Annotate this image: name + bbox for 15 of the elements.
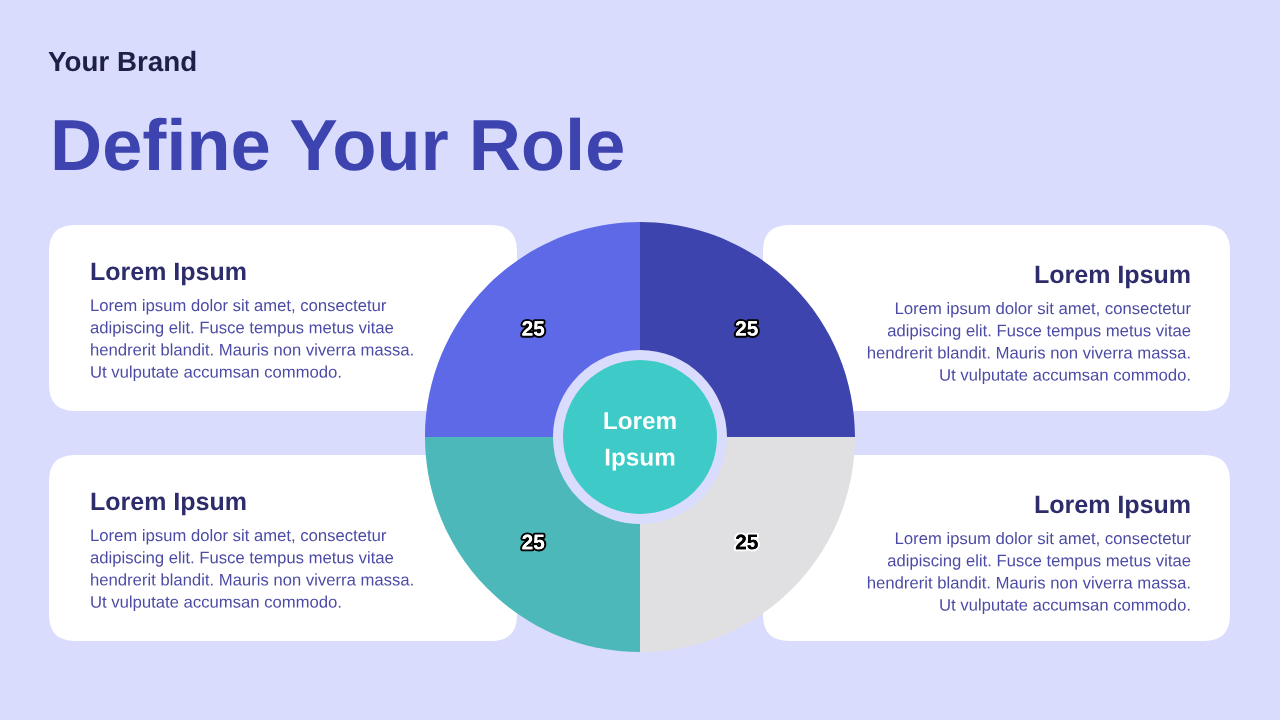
text: Lorem ipsum dolor sit amet, consectetur adipiscing elit. Fusce tempus metus vitae hendrerit blandit. Mauris non viverra massa. Ut vulputate accumsan commodo. bbox=[90, 299, 413, 382]
text: Lorem ipsum dolor sit amet, consectetur adipiscing elit. Fusce tempus metus vitae hendrerit blandit. Mauris non viverra massa. Ut vulputate accumsan commodo. bbox=[90, 529, 413, 612]
data-label: 25 bbox=[522, 534, 545, 550]
text: Lorem Ipsum bbox=[604, 412, 676, 471]
data-label: 25 bbox=[735, 321, 758, 336]
text: Lorem ipsum dolor sit amet, consectetur adipiscing elit. Fusce tempus metus vitae hendrerit blandit. Mauris non viverra massa. Ut vulputate accumsan commodo. bbox=[867, 302, 1191, 385]
data-label: 25 bbox=[522, 321, 545, 336]
text: Your Brand bbox=[48, 50, 196, 72]
text: Lorem Ipsum bbox=[1035, 495, 1190, 519]
text: Lorem ipsum dolor sit amet, consectetur adipiscing elit. Fusce tempus metus vitae hendrerit blandit. Mauris non viverra massa. Ut vulputate accumsan commodo. bbox=[867, 532, 1191, 615]
text: Lorem Ipsum bbox=[91, 262, 246, 286]
chart-title: Define Your Role bbox=[54, 117, 623, 171]
text: Lorem Ipsum bbox=[1035, 265, 1190, 289]
text: Lorem Ipsum bbox=[91, 492, 246, 516]
data-label: 25 bbox=[735, 534, 758, 550]
